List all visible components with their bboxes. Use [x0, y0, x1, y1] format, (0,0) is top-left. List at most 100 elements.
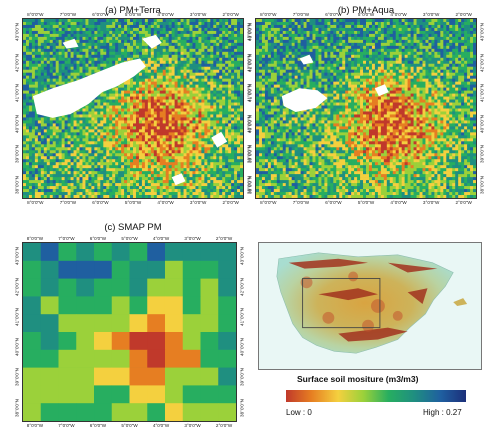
smap-pixel: [182, 349, 201, 368]
x-tick-label-top: 8°0'0"W: [260, 12, 277, 17]
smap-pixel: [111, 385, 130, 404]
y-tick-label-left: 41°0'0"N: [247, 84, 253, 103]
no-data-cloud-mask: [299, 54, 314, 65]
smap-pixel: [40, 296, 59, 315]
smap-pixel: [111, 296, 130, 315]
x-tick-label-bottom: 7°0'0"W: [59, 200, 77, 205]
panel-a-map: [22, 18, 244, 199]
x-tick-label-top: 6°0'0"W: [92, 12, 109, 17]
smap-pixel: [218, 367, 236, 386]
smap-pixel: [58, 296, 77, 315]
x-tick-label-top: 3°0'0"W: [422, 12, 440, 17]
x-tick-label-bottom: 8°0'0"W: [27, 200, 44, 205]
smap-pixel: [58, 260, 77, 279]
smap-pixel: [94, 367, 113, 386]
smap-pixel: [164, 314, 184, 333]
smap-pixel: [94, 243, 113, 262]
x-tick-label-top: 4°0'0"W: [157, 12, 174, 17]
no-data-cloud-mask: [171, 173, 186, 186]
panel-c-title: (c) SMAP PM: [104, 222, 162, 233]
smap-pixel: [147, 349, 166, 368]
smap-pixel: [129, 296, 148, 315]
smap-pixel: [129, 385, 148, 404]
x-tick-label-bottom: 6°0'0"W: [325, 200, 342, 205]
x-tick-label-bottom: 3°0'0"W: [184, 423, 201, 428]
x-tick-label-bottom: 5°0'0"W: [124, 200, 142, 205]
smap-pixel: [182, 332, 201, 351]
smap-pixel: [23, 243, 42, 262]
smap-pixel: [200, 243, 219, 262]
y-tick-label-right: 40°0'0"N: [239, 338, 245, 357]
smap-pixel: [23, 403, 42, 421]
smap-pixel: [23, 349, 42, 368]
x-tick-label-bottom: 4°0'0"W: [390, 200, 407, 205]
x-tick-label-bottom: 8°0'0"W: [260, 200, 277, 205]
smap-pixel: [111, 403, 130, 421]
x-tick-label-bottom: 2°0'0"W: [215, 423, 233, 428]
study-area-box: [302, 277, 381, 329]
smap-pixel: [58, 367, 77, 386]
smap-pixel: [40, 367, 59, 386]
smap-pixel: [200, 403, 219, 421]
legend-colorbar: [286, 390, 466, 402]
smap-pixel: [182, 243, 201, 262]
smap-pixel: [111, 243, 130, 262]
smap-pixel: [40, 349, 59, 368]
smap-pixel: [40, 403, 59, 421]
smap-pixel: [94, 349, 113, 368]
smap-pixel: [76, 332, 95, 351]
smap-pixel: [76, 314, 95, 333]
smap-pixel: [164, 349, 184, 368]
x-tick-label-bottom: 2°0'0"W: [455, 200, 472, 205]
x-tick-label-bottom: 4°0'0"W: [152, 423, 170, 428]
x-tick-label-top: 2°0'0"W: [455, 12, 472, 17]
x-tick-label-top: 8°0'0"W: [27, 12, 44, 17]
smap-pixel: [164, 296, 184, 315]
smap-pixel: [164, 385, 184, 404]
y-tick-label-right: 39°0'0"N: [479, 145, 485, 164]
no-data-cloud-mask: [62, 38, 79, 49]
smap-pixel: [94, 385, 113, 404]
y-tick-label-right: 39°0'0"N: [239, 368, 245, 387]
smap-pixel: [147, 260, 166, 279]
smap-pixel: [111, 278, 130, 297]
smap-pixel: [23, 278, 42, 297]
smap-pixel: [40, 385, 59, 404]
x-tick-label-top: 4°0'0"W: [390, 12, 407, 17]
smap-pixel: [147, 367, 166, 386]
x-tick-label-bottom: 4°0'0"W: [157, 200, 174, 205]
x-tick-label-top: 7°0'0"W: [292, 12, 310, 17]
no-data-cloud-mask: [211, 131, 228, 148]
y-tick-label-left: 42°0'0"N: [14, 53, 20, 72]
x-tick-label-top: 6°0'0"W: [89, 236, 107, 241]
smap-pixel: [58, 243, 77, 262]
x-tick-label-bottom: 2°0'0"W: [222, 200, 239, 205]
smap-pixel: [164, 243, 184, 262]
smap-pixel: [218, 296, 236, 315]
smap-pixel: [218, 278, 236, 297]
y-tick-label-right: 41°0'0"N: [479, 84, 485, 103]
y-tick-label-left: 39°0'0"N: [14, 368, 20, 387]
smap-pixel: [200, 296, 219, 315]
relief-texture: [300, 271, 403, 332]
smap-pixel: [23, 314, 42, 333]
y-tick-label-right: 41°0'0"N: [239, 307, 245, 326]
smap-pixel: [218, 385, 236, 404]
smap-pixel: [76, 367, 95, 386]
smap-pixel: [94, 260, 113, 279]
smap-pixel: [182, 367, 201, 386]
no-data-cloud-mask: [141, 34, 162, 49]
y-tick-label-left: 38°0'0"N: [247, 175, 253, 194]
smap-pixel: [129, 314, 148, 333]
x-tick-label-bottom: 3°0'0"W: [422, 200, 440, 205]
moisture-raster: [23, 19, 243, 198]
y-tick-label-left: 41°0'0"N: [14, 84, 20, 103]
moisture-raster: [256, 19, 476, 198]
y-tick-label-left: 40°0'0"N: [14, 114, 20, 133]
smap-pixel: [94, 403, 113, 421]
smap-pixel: [164, 403, 184, 421]
iberia-landmass: [276, 252, 454, 354]
smap-pixel: [129, 403, 148, 421]
mountain-ranges: [288, 258, 438, 342]
smap-pixel: [147, 278, 166, 297]
